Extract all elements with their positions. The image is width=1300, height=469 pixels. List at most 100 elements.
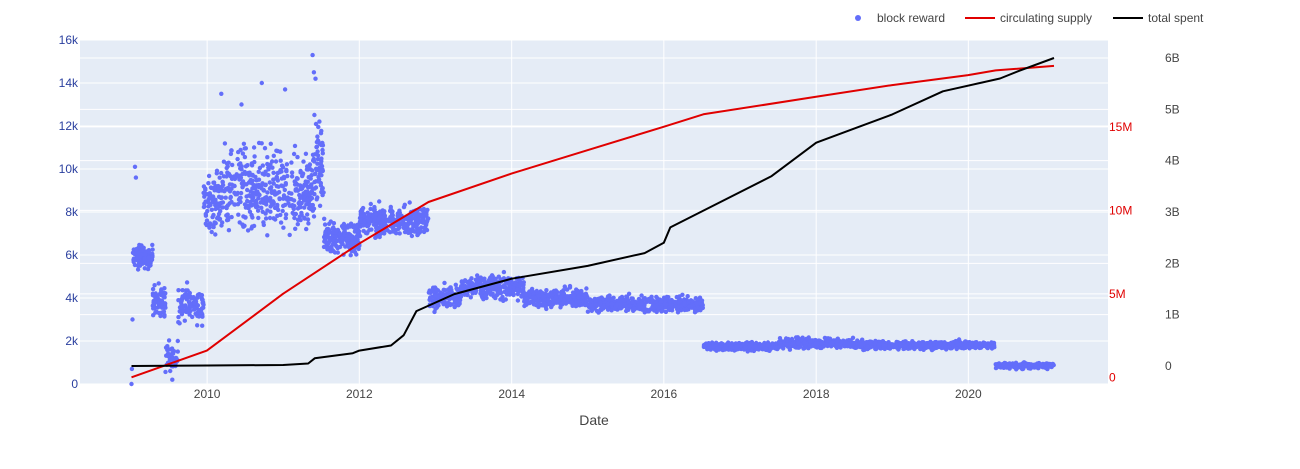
block-reward-point bbox=[229, 148, 234, 153]
legend[interactable]: block reward circulating supply total spen… bbox=[855, 11, 1204, 25]
block-reward-point bbox=[358, 218, 363, 224]
block-reward-point bbox=[160, 301, 165, 306]
block-reward-point bbox=[232, 190, 237, 195]
block-reward-point bbox=[248, 199, 253, 205]
block-reward-point bbox=[497, 283, 502, 288]
block-reward-point bbox=[378, 220, 383, 225]
block-reward-point bbox=[250, 192, 255, 197]
block-reward-point bbox=[305, 198, 310, 203]
block-reward-point bbox=[236, 212, 241, 217]
block-reward-point bbox=[240, 184, 245, 189]
block-reward-point bbox=[132, 164, 138, 169]
block-reward-point bbox=[287, 190, 292, 196]
block-reward-point bbox=[277, 196, 282, 201]
block-reward-point bbox=[166, 338, 172, 343]
block-reward-point bbox=[485, 289, 490, 295]
legend-item-total-spent[interactable]: total spent bbox=[1113, 11, 1204, 25]
block-reward-point bbox=[585, 309, 591, 314]
block-reward-point bbox=[537, 293, 542, 298]
block-reward-point bbox=[302, 215, 307, 220]
block-reward-point bbox=[152, 305, 158, 310]
block-reward-point bbox=[859, 342, 864, 347]
grid bbox=[80, 39, 1108, 385]
block-reward-point bbox=[281, 203, 286, 209]
block-reward-point bbox=[609, 297, 614, 302]
block-reward-point bbox=[793, 335, 799, 340]
legend-item-circulating-supply[interactable]: circulating supply bbox=[965, 11, 1092, 25]
block-reward-point bbox=[310, 52, 315, 58]
block-reward-point bbox=[447, 296, 452, 302]
block-reward-point bbox=[504, 286, 510, 291]
block-reward-point bbox=[344, 244, 349, 249]
block-reward-point bbox=[246, 193, 252, 198]
block-reward-point bbox=[256, 169, 261, 174]
block-reward-point bbox=[473, 290, 478, 295]
y-tick-right-black: 2B bbox=[1165, 256, 1180, 270]
block-reward-point bbox=[150, 253, 155, 258]
block-reward-point bbox=[354, 252, 359, 257]
block-reward-point bbox=[391, 216, 396, 222]
block-reward-point bbox=[790, 341, 795, 346]
block-reward-point bbox=[453, 282, 458, 287]
block-reward-point bbox=[318, 161, 323, 166]
block-reward-point bbox=[425, 216, 431, 222]
block-reward-point bbox=[416, 220, 421, 225]
block-reward-point bbox=[306, 185, 311, 190]
block-reward-point bbox=[320, 147, 325, 153]
block-reward-point bbox=[301, 159, 306, 164]
block-reward-point bbox=[237, 173, 243, 178]
block-reward-point bbox=[312, 191, 317, 197]
block-reward-point bbox=[266, 198, 271, 203]
block-reward-point bbox=[913, 341, 918, 347]
block-reward-point bbox=[232, 174, 237, 179]
block-reward-point bbox=[236, 149, 241, 155]
block-reward-point bbox=[278, 158, 283, 163]
block-reward-point bbox=[245, 198, 250, 204]
block-reward-point bbox=[313, 121, 319, 127]
block-reward-point bbox=[213, 232, 218, 237]
block-reward-point bbox=[543, 304, 548, 309]
block-reward-point bbox=[979, 341, 984, 347]
block-reward-point bbox=[317, 119, 322, 124]
block-reward-point bbox=[969, 341, 974, 346]
block-reward-point bbox=[441, 287, 446, 292]
block-reward-point bbox=[224, 213, 229, 218]
block-reward-point bbox=[287, 203, 292, 208]
x-tick: 2010 bbox=[194, 387, 221, 401]
block-reward-point bbox=[237, 220, 242, 225]
block-reward-point bbox=[524, 296, 530, 302]
block-reward-point bbox=[292, 215, 297, 221]
y-tick-right-black: 3B bbox=[1165, 205, 1180, 219]
block-reward-point bbox=[459, 279, 464, 284]
block-reward-point bbox=[195, 323, 200, 328]
block-reward-point bbox=[279, 176, 284, 181]
block-reward-point bbox=[490, 291, 495, 297]
block-reward-point bbox=[230, 162, 235, 168]
block-reward-point bbox=[198, 293, 204, 298]
block-reward-point bbox=[521, 285, 526, 290]
y-tick-left: 8k bbox=[65, 205, 79, 219]
block-reward-point bbox=[680, 292, 685, 297]
block-reward-point bbox=[748, 343, 753, 349]
block-reward-point bbox=[372, 218, 377, 223]
block-reward-point bbox=[201, 190, 206, 196]
block-reward-point bbox=[894, 344, 899, 349]
block-reward-point bbox=[880, 339, 886, 344]
block-reward-point bbox=[256, 215, 261, 221]
legend-item-block-reward[interactable]: block reward bbox=[855, 11, 945, 25]
block-reward-point bbox=[145, 266, 151, 272]
block-reward-point bbox=[203, 213, 209, 218]
block-reward-point bbox=[313, 171, 318, 176]
block-reward-point bbox=[421, 208, 426, 214]
block-reward-point bbox=[743, 345, 748, 350]
block-reward-point bbox=[942, 340, 948, 346]
block-reward-point bbox=[883, 343, 888, 348]
block-reward-point bbox=[240, 151, 246, 156]
block-reward-point bbox=[256, 182, 261, 188]
block-reward-point bbox=[321, 244, 327, 250]
block-reward-point bbox=[963, 344, 968, 349]
block-reward-point bbox=[302, 205, 307, 210]
block-reward-point bbox=[244, 204, 249, 210]
block-reward-point bbox=[305, 179, 310, 184]
block-reward-point bbox=[618, 302, 623, 307]
